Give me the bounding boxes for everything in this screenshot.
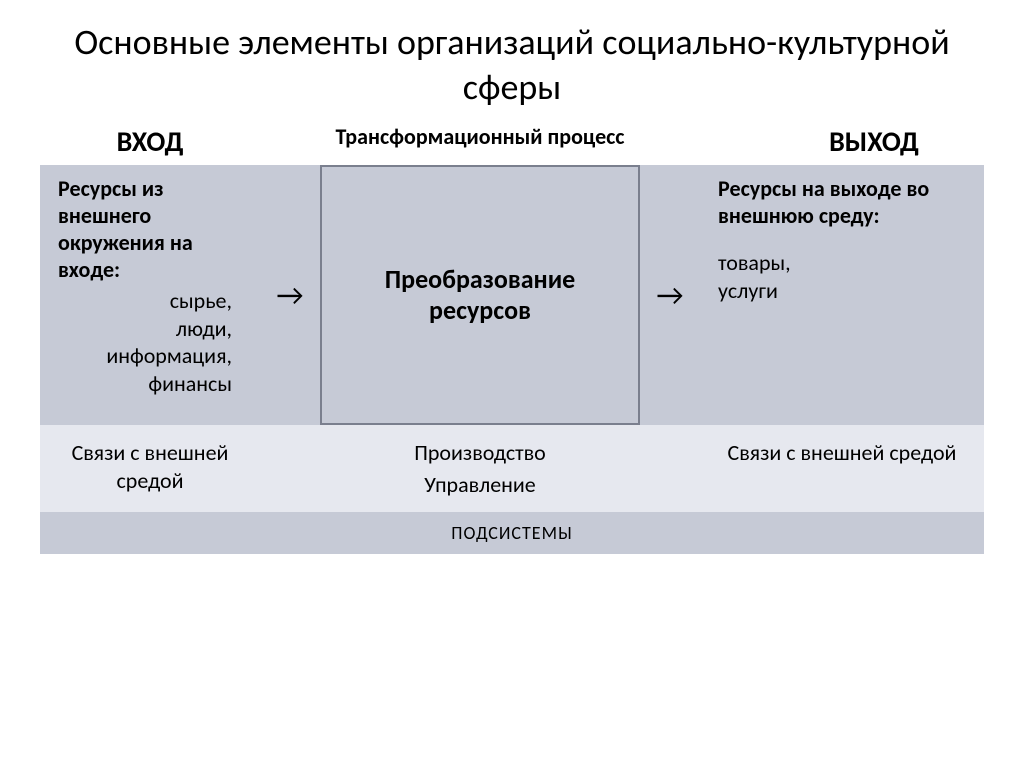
sub-mid-line2: Управление [424,471,536,499]
input-heading: Ресурсы из внешнего окружения на входе: [58,175,242,283]
process-cell: Преобразование ресурсов [320,165,640,425]
arrow-left: → [260,165,320,425]
output-cell: Ресурсы на выходе во внешнюю среду: това… [700,165,984,425]
diagram-title: Основные элементы организаций социально-… [40,20,984,110]
sub-mid: Производство Управление [260,425,700,512]
header-output: ВЫХОД [764,124,984,159]
output-items: товары, услуги [718,249,966,304]
footer-row: ПОДСИСТЕМЫ [40,512,984,554]
sub-right: Связи с внешней средой [700,425,984,512]
arrow-right: → [640,165,700,425]
sub-left: Связи с внешней средой [40,425,260,512]
header-process: Трансформационный процесс [320,124,640,149]
output-heading: Ресурсы на выходе во внешнюю среду: [718,175,966,229]
column-headers: ВХОД Трансформационный процесс ВЫХОД [40,124,984,159]
footer-label: ПОДСИСТЕМЫ [40,512,984,554]
header-input: ВХОД [40,124,260,159]
sub-mid-line1: Производство [414,439,546,467]
process-box: Преобразование ресурсов [320,165,640,425]
input-items: сырье, люди, информация, финансы [58,287,242,397]
main-row: Ресурсы из внешнего окружения на входе: … [40,165,984,425]
input-cell: Ресурсы из внешнего окружения на входе: … [40,165,260,425]
sub-row: Связи с внешней средой Производство Упра… [40,425,984,512]
